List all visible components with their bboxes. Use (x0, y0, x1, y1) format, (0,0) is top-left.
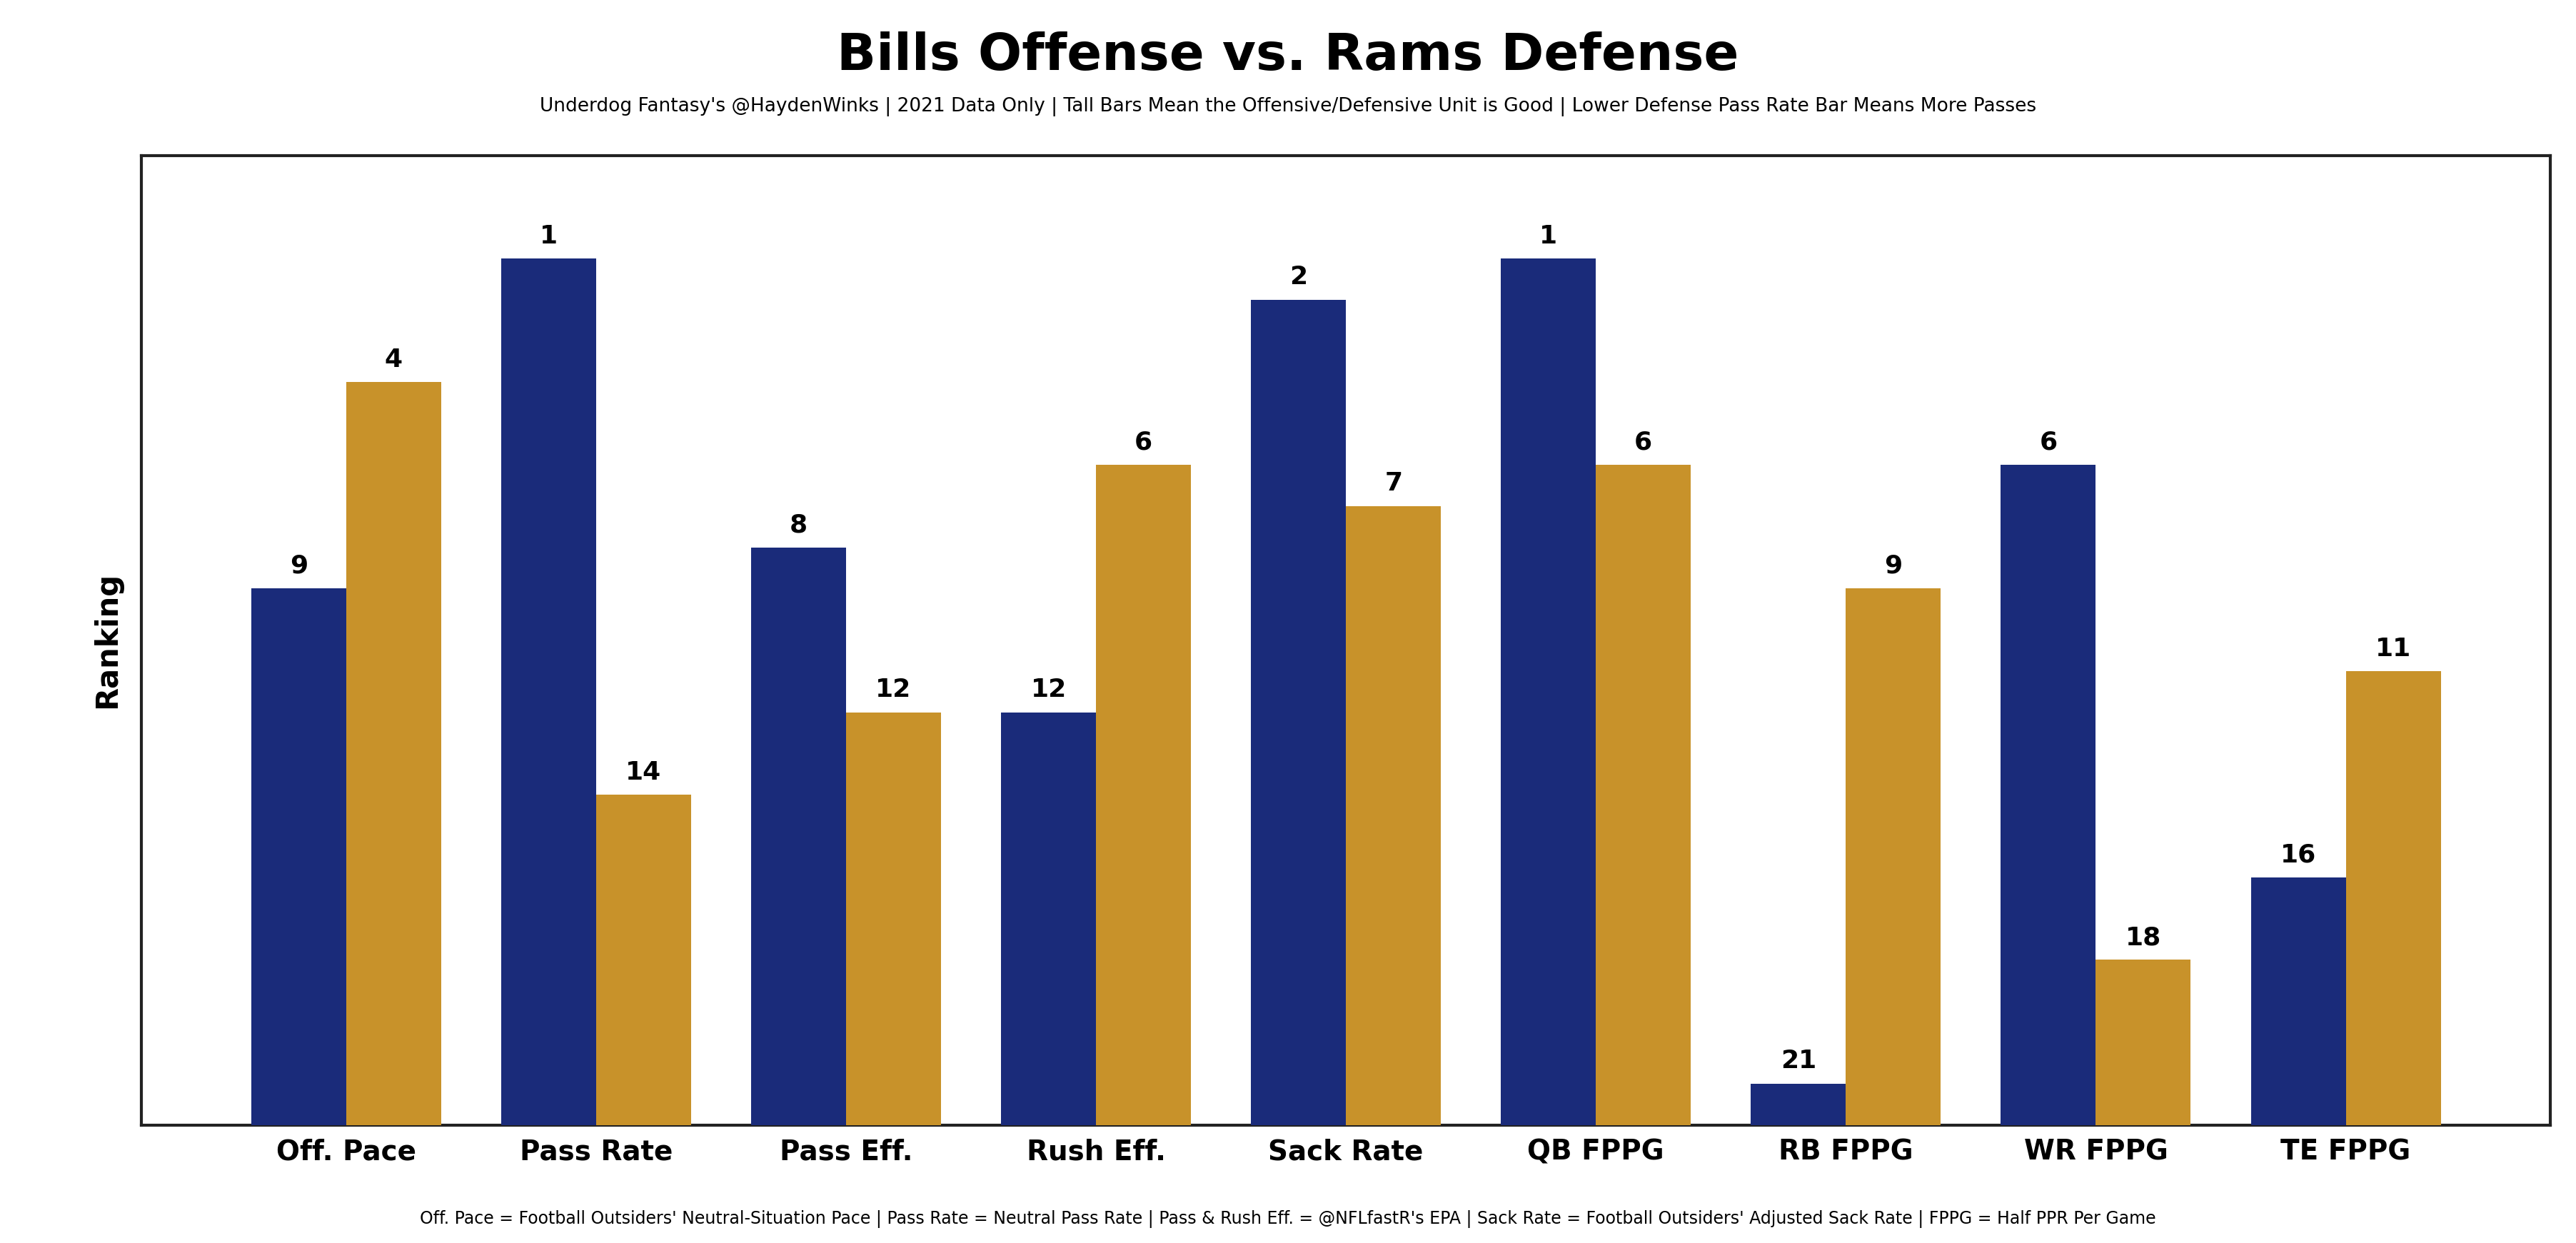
Bar (502, 259, 595, 1125)
Bar (1347, 506, 1440, 1125)
Text: 18: 18 (2125, 925, 2161, 950)
Bar (1095, 465, 1190, 1125)
Text: Underdog Fantasy's @HaydenWinks | 2021 Data Only | Tall Bars Mean the Offensive/: Underdog Fantasy's @HaydenWinks | 2021 D… (541, 97, 2035, 117)
Text: 11: 11 (2375, 636, 2411, 661)
Bar (2347, 671, 2442, 1125)
Text: 21: 21 (1780, 1049, 1816, 1074)
Text: Bills Offense vs. Rams Defense: Bills Offense vs. Rams Defense (837, 31, 1739, 81)
Text: 8: 8 (791, 512, 806, 537)
Text: 12: 12 (1030, 677, 1066, 702)
Text: Off. Pace = Football Outsiders' Neutral-Situation Pace | Pass Rate = Neutral Pas: Off. Pace = Football Outsiders' Neutral-… (420, 1211, 2156, 1228)
Bar (2097, 960, 2190, 1125)
Text: 2: 2 (1291, 265, 1309, 290)
Bar (252, 589, 345, 1125)
Bar (1002, 712, 1095, 1125)
Text: 6: 6 (1133, 430, 1151, 455)
Bar (2251, 878, 2347, 1125)
Text: 16: 16 (2280, 843, 2316, 868)
Text: 14: 14 (626, 761, 662, 784)
Text: 4: 4 (384, 348, 402, 372)
Text: 9: 9 (1886, 554, 1901, 578)
Bar (1752, 1084, 1847, 1125)
Bar (752, 547, 845, 1125)
Bar (345, 383, 440, 1125)
Bar (1502, 259, 1597, 1125)
Bar (595, 794, 690, 1125)
Y-axis label: Ranking: Ranking (93, 572, 121, 709)
Bar (2002, 465, 2097, 1125)
Bar (1252, 300, 1347, 1125)
Bar (845, 712, 940, 1125)
Text: 6: 6 (2040, 430, 2058, 455)
Text: 1: 1 (1540, 224, 1558, 249)
Text: 12: 12 (876, 677, 912, 702)
Text: 9: 9 (289, 554, 307, 578)
Text: 7: 7 (1383, 471, 1401, 496)
Text: 6: 6 (1633, 430, 1651, 455)
Text: 1: 1 (538, 224, 556, 249)
Bar (1847, 589, 1940, 1125)
Bar (1597, 465, 1690, 1125)
